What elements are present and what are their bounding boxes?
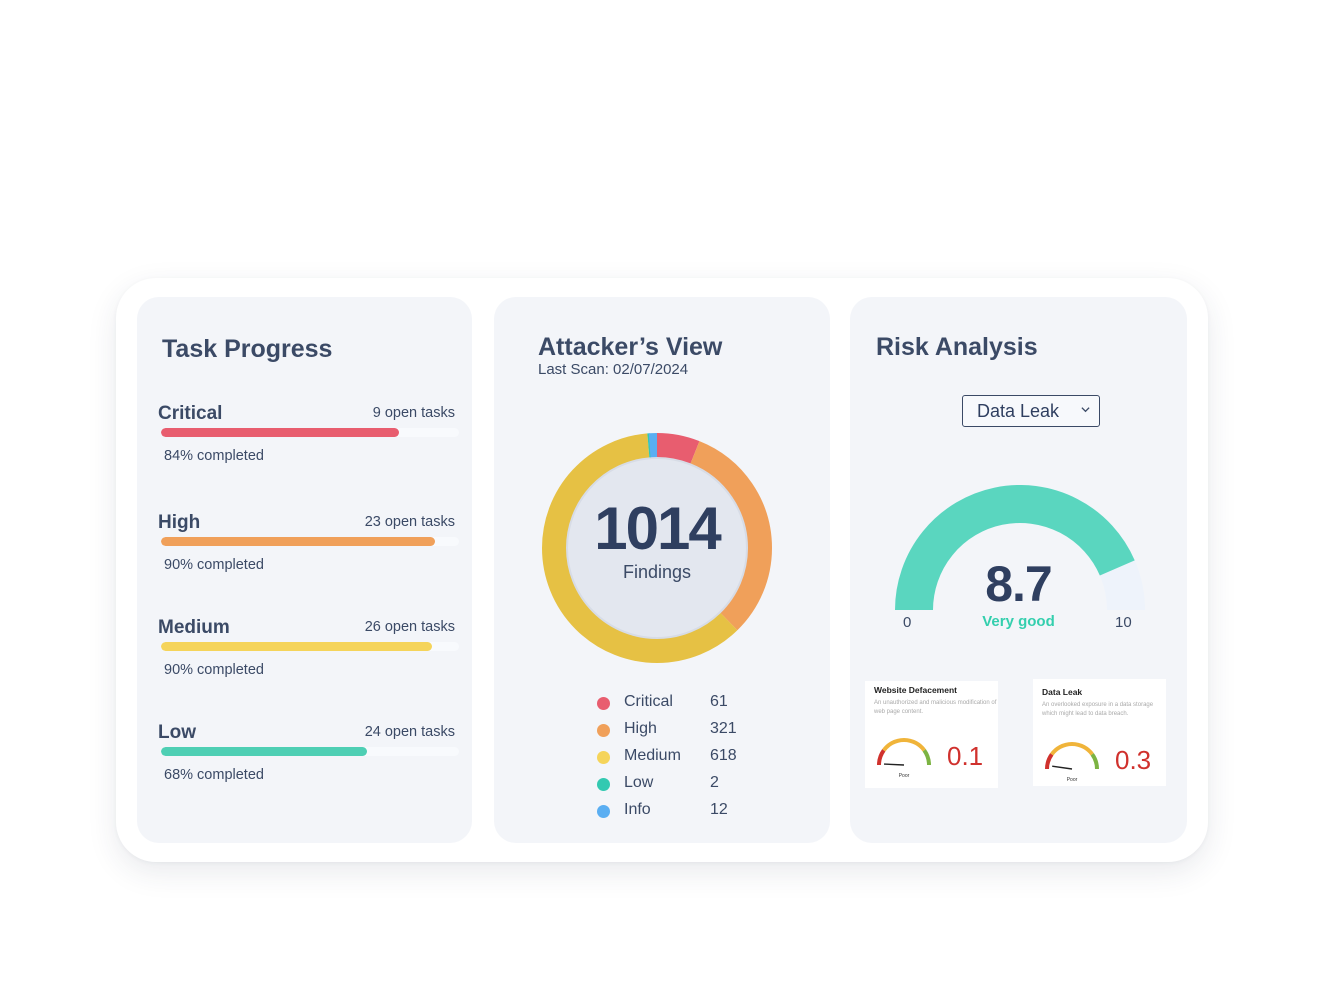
task-label: Medium — [158, 617, 230, 638]
mini-gauge-needle — [883, 763, 905, 766]
risk-card-title: Data Leak — [1042, 687, 1083, 697]
gauge-min-label: 0 — [903, 614, 912, 631]
mini-gauge-needle — [1052, 765, 1073, 770]
task-open-count: 23 open tasks — [364, 514, 455, 530]
progress-track — [161, 747, 459, 756]
legend-value: 12 — [710, 801, 728, 818]
legend-dot — [597, 778, 610, 791]
legend-value: 618 — [710, 747, 737, 764]
attackers-view-card: Attacker’s View Last Scan: 02/07/2024 10… — [494, 297, 830, 843]
risk-score-gauge — [895, 485, 1145, 635]
task-row-critical[interactable]: Critical 9 open tasks 84% completed — [158, 403, 460, 473]
mini-gauge: Poor — [1045, 742, 1099, 783]
gauge-svg — [895, 485, 1145, 611]
progress-fill — [161, 642, 433, 651]
progress-track — [161, 642, 459, 651]
risk-type-dropdown[interactable]: Data Leak — [962, 395, 1100, 427]
legend-value: 2 — [710, 774, 719, 791]
legend-item-low: Low 2 — [597, 774, 757, 801]
legend-item-high: High 321 — [597, 720, 757, 747]
findings-caption: Findings — [622, 561, 692, 582]
donut-segments — [542, 433, 772, 663]
task-row-high[interactable]: High 23 open tasks 90% completed — [158, 512, 460, 582]
dropdown-selected-value: Data Leak — [977, 401, 1060, 421]
task-label: Critical — [158, 403, 223, 424]
task-progress-title: Task Progress — [162, 335, 333, 363]
task-row-low[interactable]: Low 24 open tasks 68% completed — [158, 722, 460, 792]
task-open-count: 9 open tasks — [372, 405, 455, 421]
chevron-down-icon — [1081, 407, 1090, 413]
legend-name: High — [624, 720, 657, 737]
legend-value: 61 — [710, 693, 728, 710]
legend-name: Critical — [624, 693, 673, 710]
donut-segment-medium[interactable] — [542, 433, 772, 663]
findings-legend: Critical 61 High 321 Medium 618 Low 2 In… — [597, 693, 757, 828]
legend-item-info: Info 12 — [597, 801, 757, 828]
gauge-max-label: 10 — [1115, 614, 1132, 631]
last-scan-date: Last Scan: 02/07/2024 — [538, 361, 689, 378]
progress-track — [161, 428, 459, 437]
task-label: Low — [158, 722, 196, 743]
risk-score-value: 8.7 — [985, 556, 1053, 612]
legend-name: Info — [624, 801, 651, 818]
legend-value: 321 — [710, 720, 737, 737]
legend-dot — [597, 697, 610, 710]
progress-fill — [161, 747, 367, 756]
task-completed: 68% completed — [164, 767, 264, 783]
legend-item-critical: Critical 61 — [597, 693, 757, 720]
legend-name: Low — [624, 774, 654, 791]
legend-item-medium: Medium 618 — [597, 747, 757, 774]
risk-analysis-card: Risk Analysis Data Leak 8.7 Very good 0 … — [850, 297, 1187, 843]
donut-segment-high[interactable] — [542, 433, 772, 663]
risk-card-value: 0.3 — [1115, 745, 1152, 775]
mini-gauge-arc — [1045, 753, 1054, 770]
risk-card-website-defacement[interactable]: Website Defacement An unauthorized and m… — [865, 681, 998, 788]
risk-card-description: An unauthorized and malicious modificati… — [874, 700, 997, 715]
mini-gauge: Poor — [877, 738, 931, 779]
attackers-view-title: Attacker’s View — [538, 333, 723, 361]
task-open-count: 24 open tasks — [364, 724, 455, 740]
risk-rating: Very good — [982, 613, 1055, 630]
donut-segment-info[interactable] — [542, 433, 772, 663]
mini-gauge-label: Poor — [899, 773, 910, 779]
mini-gauge-arc — [922, 749, 931, 766]
risk-card-data-leak[interactable]: Data Leak An overlooked exposure in a da… — [1033, 679, 1166, 786]
task-completed: 84% completed — [164, 448, 264, 464]
task-open-count: 26 open tasks — [364, 619, 455, 635]
mini-gauge-arc — [882, 738, 926, 752]
donut-svg — [542, 433, 772, 663]
legend-dot — [597, 751, 610, 764]
legend-name: Medium — [624, 747, 681, 764]
mini-gauge-arc — [1050, 742, 1094, 756]
gauge-fill — [895, 485, 1135, 611]
progress-fill — [161, 428, 400, 437]
findings-donut-chart[interactable]: 1014 Findings — [542, 433, 772, 663]
risk-card-description: An overlooked exposure in a data storage… — [1042, 702, 1154, 717]
task-completed: 90% completed — [164, 662, 264, 678]
task-progress-card: Task Progress Critical 9 open tasks 84% … — [137, 297, 472, 843]
legend-dot — [597, 724, 610, 737]
risk-card-title: Website Defacement — [874, 685, 957, 695]
task-row-medium[interactable]: Medium 26 open tasks 90% completed — [158, 617, 460, 687]
risk-analysis-title: Risk Analysis — [876, 333, 1038, 361]
mini-gauge-label: Poor — [1067, 777, 1078, 783]
legend-dot — [597, 805, 610, 818]
mini-gauge-arc — [877, 749, 886, 766]
donut-center: 1014 Findings — [542, 433, 772, 663]
task-label: High — [158, 512, 201, 533]
mini-gauge-arc — [1090, 753, 1099, 770]
risk-card-value: 0.1 — [947, 741, 984, 771]
donut-inner-disc — [565, 456, 749, 640]
progress-fill — [161, 537, 436, 546]
progress-track — [161, 537, 459, 546]
task-completed: 90% completed — [164, 557, 264, 573]
findings-total: 1014 — [594, 494, 721, 562]
